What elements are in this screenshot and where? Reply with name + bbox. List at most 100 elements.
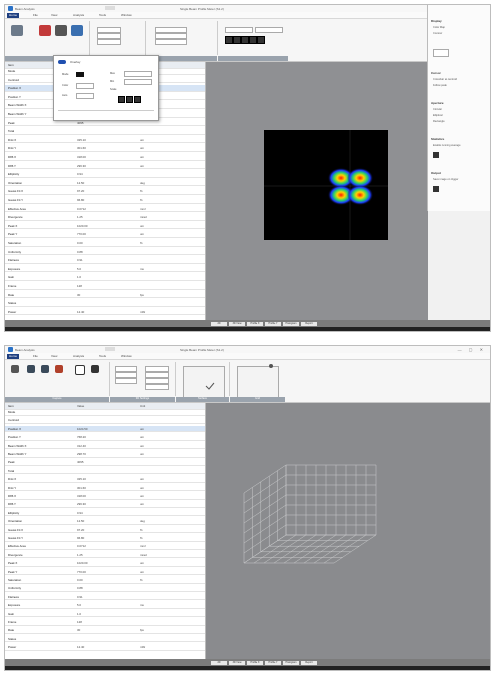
dropdown-item[interactable]: Min xyxy=(110,80,115,83)
status-tab[interactable]: Report xyxy=(301,322,317,326)
option-save-image[interactable]: Save image on trigger xyxy=(433,178,459,181)
dropdown-item[interactable]: Mode xyxy=(62,73,69,76)
color-select[interactable] xyxy=(76,83,94,89)
display-toggle[interactable] xyxy=(433,49,449,57)
table-row[interactable]: Effective Area 0.0712 mm² xyxy=(5,543,205,550)
monitor-icon[interactable] xyxy=(71,25,83,36)
table-row[interactable]: Peak 4095 xyxy=(5,459,205,466)
trigger-field[interactable] xyxy=(155,27,187,33)
layout-button-1[interactable] xyxy=(225,36,233,44)
option-color-map[interactable]: Color Map xyxy=(433,26,445,29)
menu-analysis[interactable]: Analysis xyxy=(73,353,85,358)
gain-field[interactable] xyxy=(97,33,121,39)
units-field[interactable] xyxy=(255,27,283,33)
table-row[interactable]: Saturation 0.00% xyxy=(5,577,205,584)
dropdown-item[interactable]: Scale xyxy=(110,88,117,91)
angle-x-field[interactable] xyxy=(115,366,137,372)
dropdown-item[interactable]: Color xyxy=(62,84,69,87)
table-row[interactable]: Frame 128 xyxy=(5,283,205,290)
table-row[interactable]: Centroid xyxy=(5,417,205,424)
table-row[interactable]: D86 Y 296.30 um xyxy=(5,163,205,170)
menu-view[interactable]: View xyxy=(51,12,58,17)
status-tab[interactable]: Histogram xyxy=(283,661,299,665)
angle-y-field[interactable] xyxy=(115,372,137,378)
frame-field[interactable] xyxy=(97,39,121,45)
status-tab[interactable]: Profile X xyxy=(247,322,263,326)
apply-check-icon[interactable] xyxy=(205,382,215,390)
window-controls[interactable]: — ▢ ✕ xyxy=(457,347,486,352)
status-tab[interactable]: Profile Y xyxy=(265,322,281,326)
color-swatch-icon[interactable] xyxy=(76,72,84,77)
rotate-icon[interactable] xyxy=(27,365,35,373)
overlay-dropdown[interactable]: Overlay Mode Color Auto Max Min Scale xyxy=(53,55,159,121)
table-row[interactable]: Ellipticity 0.94 xyxy=(5,171,205,178)
table-row[interactable]: Divergence 1.25 mrad xyxy=(5,214,205,221)
min-field[interactable] xyxy=(124,79,152,85)
status-tab[interactable]: 3D View xyxy=(229,322,245,326)
quick-access-toolbar[interactable] xyxy=(105,6,115,10)
table-row[interactable]: Status xyxy=(5,636,205,643)
table-row[interactable]: Total xyxy=(5,128,205,135)
table-row[interactable]: Ellipticity 0.94 xyxy=(5,510,205,517)
scale-button-1[interactable] xyxy=(118,96,125,103)
layout-button-3[interactable] xyxy=(241,36,249,44)
view-icon[interactable] xyxy=(91,365,99,373)
table-row[interactable]: Gauss Fit Y 96.80% xyxy=(5,535,205,542)
dropdown-item[interactable]: Auto xyxy=(62,94,68,97)
camera-icon[interactable] xyxy=(11,25,23,36)
threshold-field[interactable] xyxy=(155,33,187,39)
table-row[interactable]: Orientation 12.50 deg xyxy=(5,180,205,187)
table-row[interactable]: Gain 1.0 xyxy=(5,274,205,281)
table-row[interactable]: Peak X 1020.00 um xyxy=(5,223,205,230)
table-row[interactable]: Position X 1024.50 um xyxy=(5,425,205,433)
table-row[interactable]: D4σ Y 301.60 um xyxy=(5,145,205,152)
table-row[interactable]: D4σ X 325.10 um xyxy=(5,476,205,483)
output-icon[interactable] xyxy=(433,186,439,192)
pan-icon[interactable] xyxy=(41,365,49,373)
table-row[interactable]: Exposure 5.0 ms xyxy=(5,266,205,273)
option-contour[interactable]: Contour xyxy=(433,32,443,35)
layout-button-2[interactable] xyxy=(233,36,241,44)
exposure-field[interactable] xyxy=(97,27,121,33)
quick-access-toolbar[interactable] xyxy=(105,347,115,351)
frame-icon[interactable] xyxy=(75,365,85,375)
max-field[interactable] xyxy=(124,71,152,77)
table-row[interactable]: Position Y 768.20 um xyxy=(5,434,205,441)
table-row[interactable]: Power 12.40 mW xyxy=(5,309,205,316)
menu-analysis[interactable]: Analysis xyxy=(73,12,85,17)
menu-home[interactable]: Home xyxy=(7,12,20,18)
status-tab[interactable]: Report xyxy=(301,661,317,665)
table-row[interactable]: Power 12.40 mW xyxy=(5,644,205,651)
table-row[interactable]: Frame 128 xyxy=(5,619,205,626)
table-row[interactable]: Gauss Fit X 97.20% xyxy=(5,527,205,534)
record-icon[interactable] xyxy=(39,25,51,36)
pin-icon[interactable] xyxy=(269,364,273,368)
dropdown-item[interactable]: Max xyxy=(110,72,115,75)
table-row[interactable]: Peak 4095 xyxy=(5,120,205,127)
table-row[interactable]: Total xyxy=(5,468,205,475)
color-icon[interactable] xyxy=(55,365,63,373)
scale-field[interactable] xyxy=(225,27,253,33)
option-running-avg[interactable]: Enable running average xyxy=(433,144,461,147)
scale-button-2[interactable] xyxy=(126,96,133,103)
surface-options[interactable] xyxy=(183,366,225,398)
table-row[interactable]: D86 X 318.00 um xyxy=(5,493,205,500)
table-row[interactable]: Mode xyxy=(5,409,205,416)
table-row[interactable]: Rate 30 fps xyxy=(5,292,205,299)
option-circular[interactable]: Circular xyxy=(433,108,442,111)
table-row[interactable]: Uniformity 0.88 xyxy=(5,249,205,256)
toggle-icon[interactable] xyxy=(58,60,66,64)
scale-button-3[interactable] xyxy=(134,96,141,103)
table-row[interactable]: Gauss Fit X 97.20% xyxy=(5,188,205,195)
table-row[interactable]: Flatness 0.91 xyxy=(5,594,205,601)
option-elliptical[interactable]: Elliptical xyxy=(433,114,443,117)
table-row[interactable]: Peak Y 770.00 um xyxy=(5,231,205,238)
option-rectangle[interactable]: Rectangle xyxy=(433,120,445,123)
menu-window[interactable]: Window xyxy=(121,353,132,358)
3d-viewer[interactable] xyxy=(206,403,490,659)
layout-button-4[interactable] xyxy=(249,36,257,44)
option-follow-peak[interactable]: Follow peak xyxy=(433,84,447,87)
table-row[interactable]: Beam Width Y 298.70 um xyxy=(5,451,205,458)
table-row[interactable]: Peak X 1020.00 um xyxy=(5,560,205,567)
table-row[interactable]: Gain 1.0 xyxy=(5,611,205,618)
